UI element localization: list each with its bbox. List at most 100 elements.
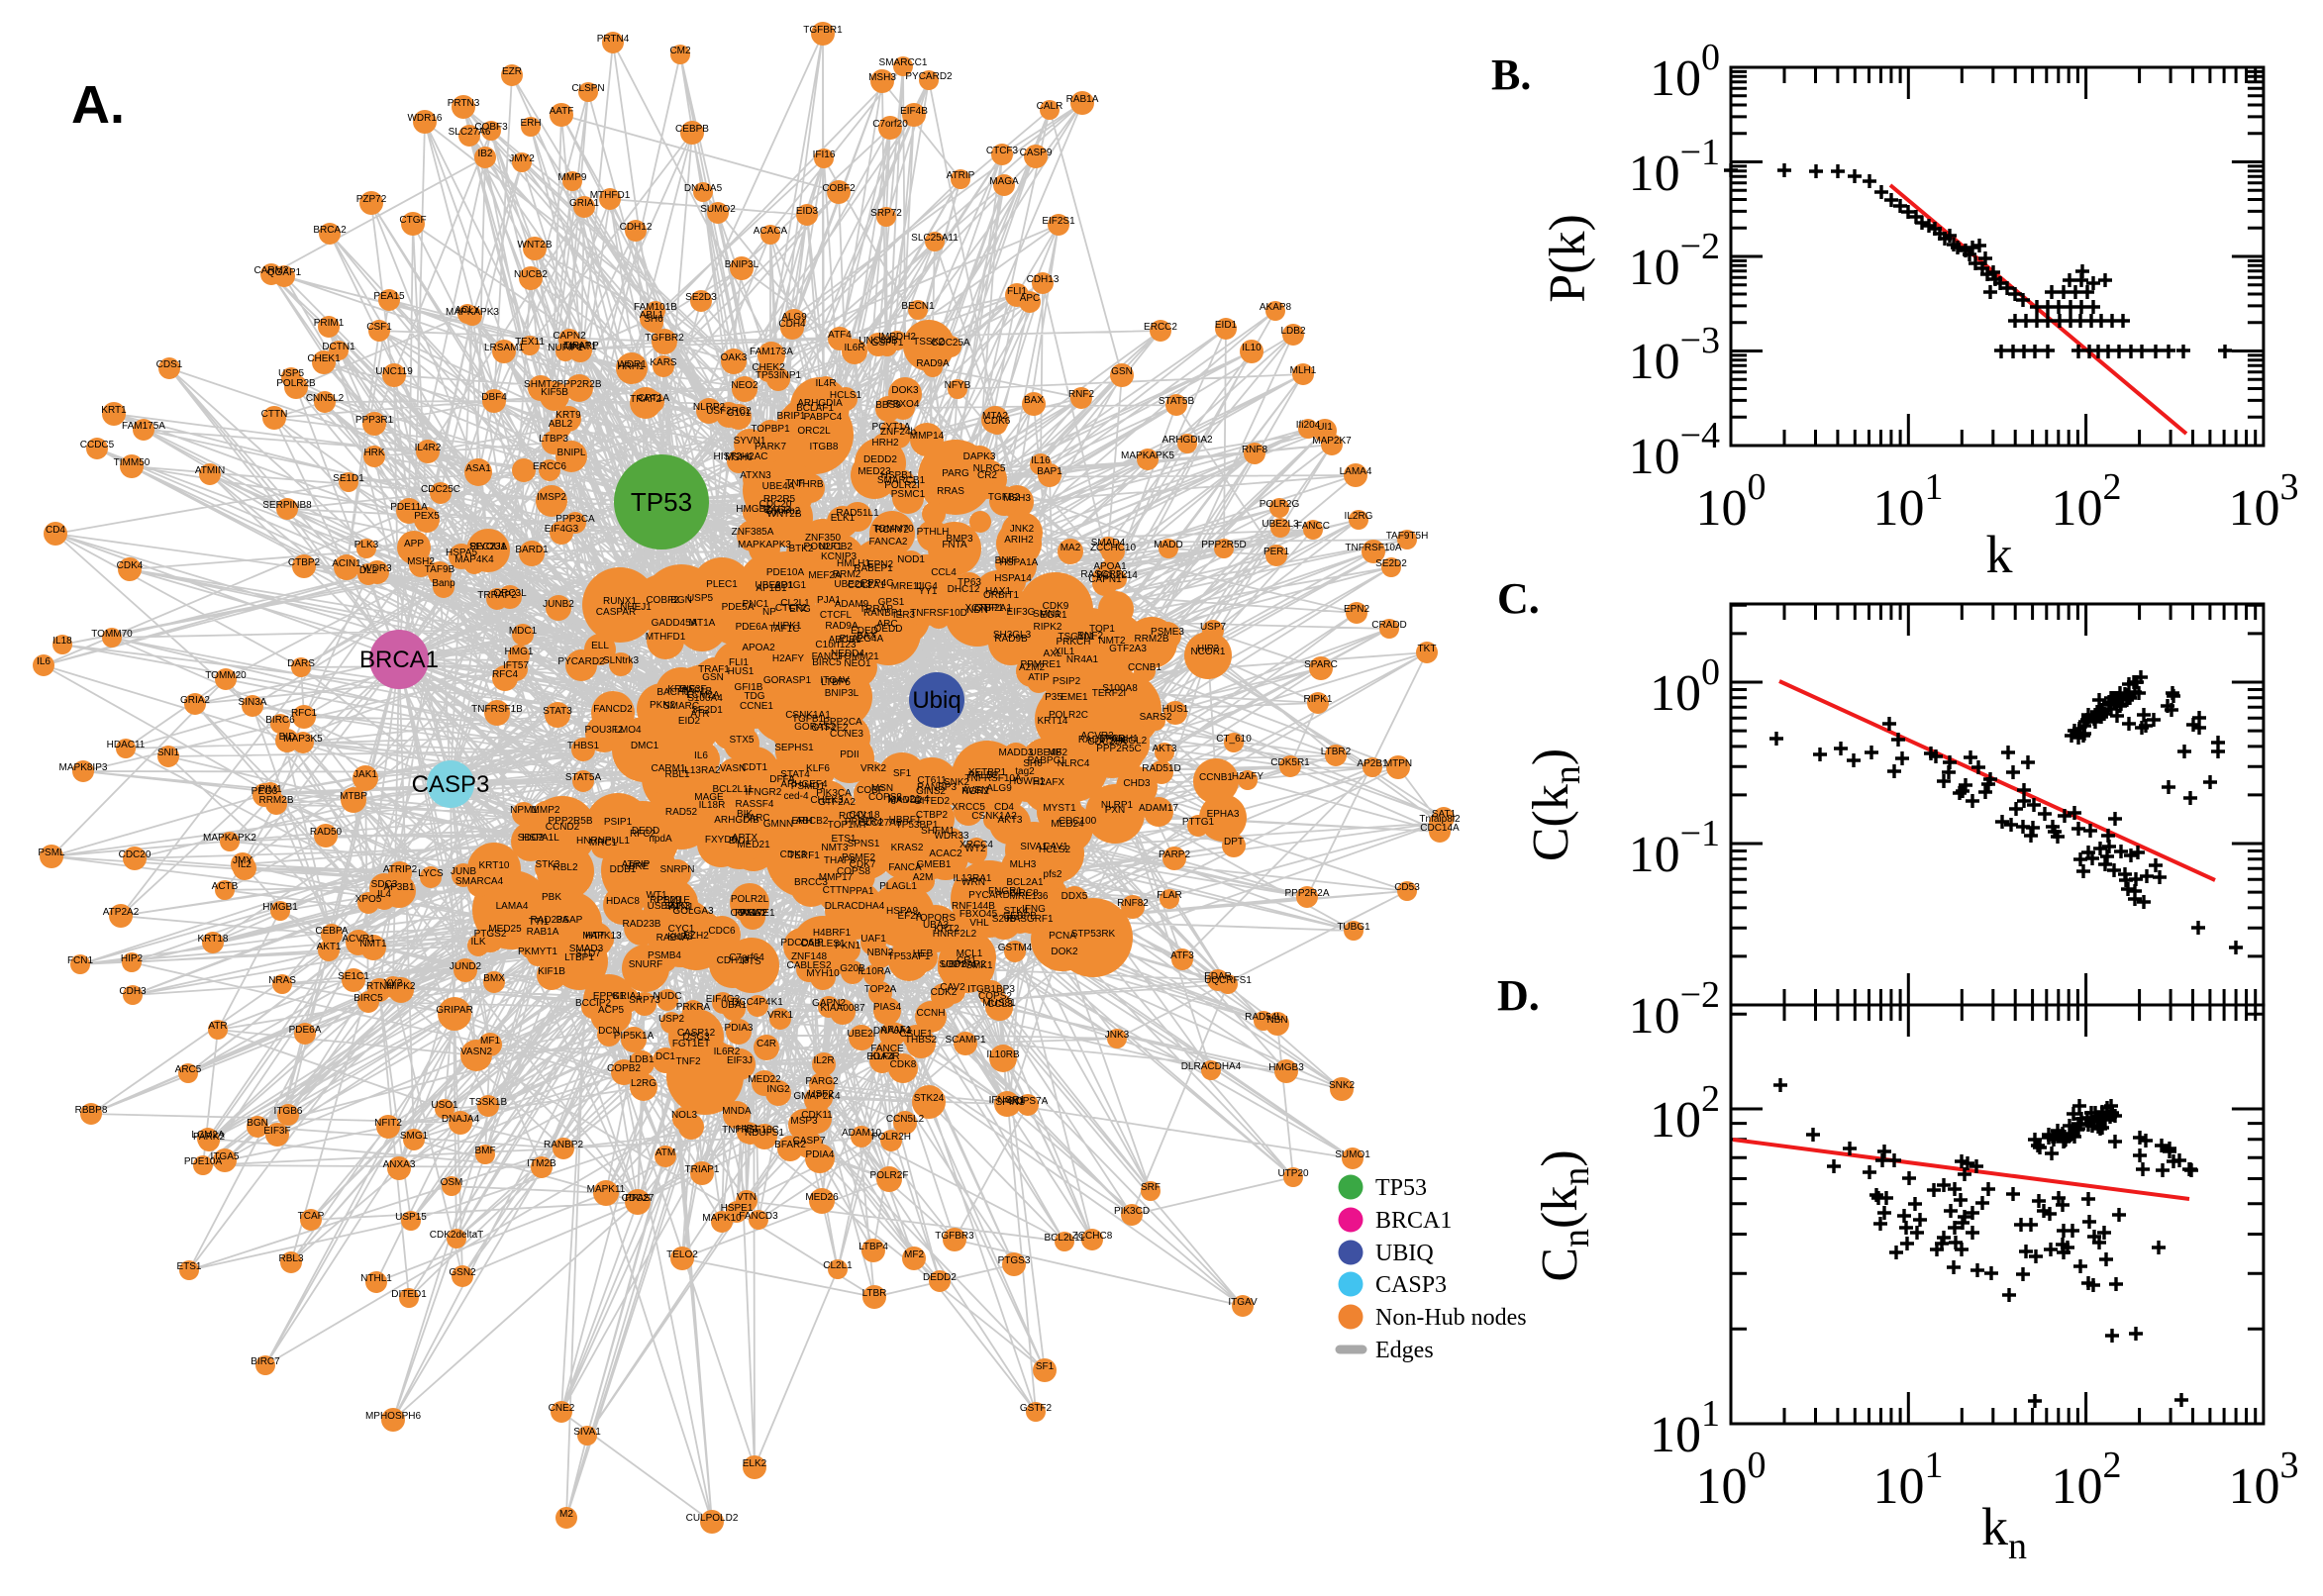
svg-text:RNF2: RNF2 bbox=[1077, 631, 1104, 642]
svg-text:DCN: DCN bbox=[598, 1026, 620, 1037]
svg-text:CSUE1: CSUE1 bbox=[899, 1029, 933, 1040]
svg-text:NDN: NDN bbox=[966, 605, 988, 616]
svg-text:SMK1: SMK1 bbox=[965, 960, 993, 971]
svg-text:CL2L1: CL2L1 bbox=[780, 598, 810, 609]
svg-text:APOA2: APOA2 bbox=[742, 643, 775, 653]
svg-text:DARS: DARS bbox=[287, 658, 315, 669]
svg-text:GMNN: GMNN bbox=[763, 819, 794, 830]
svg-text:HUWE1: HUWE1 bbox=[1009, 776, 1046, 787]
svg-text:MAPK11: MAPK11 bbox=[587, 1184, 626, 1195]
svg-text:CDK2deltaT: CDK2deltaT bbox=[430, 1230, 483, 1241]
svg-text:MAPK10: MAPK10 bbox=[702, 1213, 742, 1224]
svg-text:OITED2: OITED2 bbox=[914, 796, 951, 807]
svg-text:OEDD: OEDD bbox=[874, 624, 903, 635]
svg-text:SLC25A11: SLC25A11 bbox=[911, 233, 959, 244]
svg-text:USP5: USP5 bbox=[687, 593, 714, 604]
svg-text:JMY: JMY bbox=[233, 855, 252, 866]
svg-text:IL4R: IL4R bbox=[815, 378, 836, 389]
svg-text:DLRACDHA4: DLRACDHA4 bbox=[825, 901, 885, 912]
svg-text:IFI16: IFI16 bbox=[813, 150, 836, 160]
svg-text:TAF9T5H: TAF9T5H bbox=[1386, 531, 1429, 542]
svg-text:SMARCC1: SMARCC1 bbox=[879, 57, 928, 68]
svg-text:npdA: npdA bbox=[649, 834, 672, 845]
svg-text:MED23: MED23 bbox=[858, 466, 891, 477]
svg-text:MLH1: MLH1 bbox=[1290, 365, 1317, 376]
svg-text:BAX: BAX bbox=[857, 631, 876, 642]
svg-text:ADAM17: ADAM17 bbox=[1139, 803, 1178, 814]
svg-text:UBE2L3: UBE2L3 bbox=[1262, 519, 1299, 530]
svg-text:SIVA1: SIVA1 bbox=[573, 1427, 601, 1438]
svg-text:IL4: IL4 bbox=[377, 889, 391, 900]
svg-text:SH6: SH6 bbox=[644, 314, 663, 325]
svg-text:TNFRSF10A: TNFRSF10A bbox=[964, 773, 1022, 784]
svg-text:TNFRSF10C: TNFRSF10C bbox=[722, 1125, 779, 1136]
svg-text:MAGA: MAGA bbox=[989, 176, 1019, 187]
svg-text:PTS: PTS bbox=[742, 956, 761, 967]
svg-text:SLC27A6: SLC27A6 bbox=[859, 818, 902, 829]
svg-text:JUNB: JUNB bbox=[451, 866, 476, 877]
svg-text:IL6R2: IL6R2 bbox=[714, 1047, 741, 1057]
svg-text:HTT: HTT bbox=[585, 931, 604, 942]
svg-text:ACAC2: ACAC2 bbox=[929, 848, 962, 859]
svg-text:RRM2B: RRM2B bbox=[1134, 634, 1168, 645]
svg-text:PSMC1: PSMC1 bbox=[891, 489, 926, 500]
svg-text:SE1C1: SE1C1 bbox=[338, 971, 369, 982]
svg-text:BRCC3: BRCC3 bbox=[794, 877, 828, 888]
svg-text:LAMA4: LAMA4 bbox=[496, 901, 529, 912]
svg-text:TP53AP1: TP53AP1 bbox=[888, 951, 931, 962]
svg-text:CR1: CR1 bbox=[957, 955, 976, 966]
svg-text:ARIH2: ARIH2 bbox=[1004, 535, 1034, 546]
svg-text:MTBP: MTBP bbox=[340, 791, 367, 802]
svg-text:USP7: USP7 bbox=[1200, 622, 1227, 633]
svg-text:CSF1: CSF1 bbox=[366, 322, 392, 333]
svg-text:CDC20: CDC20 bbox=[119, 849, 152, 860]
svg-text:CHEK3: CHEK3 bbox=[810, 795, 844, 806]
svg-text:TERF2I: TERF2I bbox=[1092, 688, 1126, 699]
svg-text:ATIP: ATIP bbox=[1028, 672, 1050, 683]
svg-text:GINS2: GINS2 bbox=[916, 786, 946, 797]
svg-text:PBK: PBK bbox=[542, 892, 561, 903]
svg-text:NUFIP1: NUFIP1 bbox=[548, 343, 583, 353]
svg-text:RAD54L: RAD54L bbox=[1245, 1012, 1282, 1023]
svg-text:GADD45A: GADD45A bbox=[652, 618, 698, 629]
svg-text:SUMO1: SUMO1 bbox=[1335, 1149, 1370, 1160]
svg-text:PPP2R5B: PPP2R5B bbox=[548, 816, 592, 827]
svg-text:HDAC11: HDAC11 bbox=[107, 740, 146, 750]
svg-text:MED21: MED21 bbox=[737, 840, 770, 850]
svg-text:SYVN1: SYVN1 bbox=[734, 436, 766, 447]
svg-text:HRH1: HRH1 bbox=[617, 361, 645, 372]
svg-text:SRP72: SRP72 bbox=[870, 208, 902, 219]
svg-text:CHEK2: CHEK2 bbox=[752, 362, 785, 373]
svg-text:ZCCHC10: ZCCHC10 bbox=[1090, 543, 1137, 553]
svg-text:PDII: PDII bbox=[840, 749, 858, 760]
svg-text:BCL2A1: BCL2A1 bbox=[1006, 877, 1044, 888]
svg-text:ITGA5: ITGA5 bbox=[211, 1151, 240, 1162]
svg-text:ORC2L: ORC2L bbox=[797, 426, 831, 437]
svg-text:SEC23A: SEC23A bbox=[469, 542, 508, 552]
svg-text:TIMM50: TIMM50 bbox=[114, 457, 151, 468]
svg-text:UBE2L3: UBE2L3 bbox=[834, 579, 871, 590]
svg-text:CSNK1A2: CSNK1A2 bbox=[971, 811, 1017, 822]
svg-text:EID3: EID3 bbox=[796, 206, 819, 217]
svg-text:CTGF: CTGF bbox=[399, 215, 426, 226]
svg-text:SDC2: SDC2 bbox=[518, 833, 545, 844]
svg-text:GTF2F2: GTF2F2 bbox=[811, 723, 849, 734]
svg-text:TRAF1: TRAF1 bbox=[698, 664, 730, 675]
svg-text:AKT1: AKT1 bbox=[316, 942, 341, 952]
svg-text:FGT1ET: FGT1ET bbox=[672, 1039, 710, 1049]
svg-text:Tnfaip8l2: Tnfaip8l2 bbox=[1419, 814, 1461, 825]
svg-text:PKN1: PKN1 bbox=[835, 941, 861, 951]
svg-text:TP53INP1: TP53INP1 bbox=[756, 370, 802, 381]
svg-text:LMO4: LMO4 bbox=[614, 725, 642, 736]
svg-text:CDC20: CDC20 bbox=[759, 499, 792, 510]
svg-text:ZNF350: ZNF350 bbox=[805, 533, 842, 544]
svg-text:ATN1: ATN1 bbox=[669, 902, 694, 913]
svg-text:MADD: MADD bbox=[1154, 540, 1182, 550]
svg-text:HMG1: HMG1 bbox=[505, 647, 534, 657]
svg-text:ACVR1: ACVR1 bbox=[342, 934, 375, 945]
svg-text:UBE4A: UBE4A bbox=[762, 481, 795, 492]
svg-text:HCLS1: HCLS1 bbox=[830, 390, 862, 401]
svg-text:Banp: Banp bbox=[432, 578, 455, 589]
svg-text:PDIA4: PDIA4 bbox=[806, 1149, 835, 1160]
svg-text:MF2: MF2 bbox=[1048, 748, 1067, 758]
